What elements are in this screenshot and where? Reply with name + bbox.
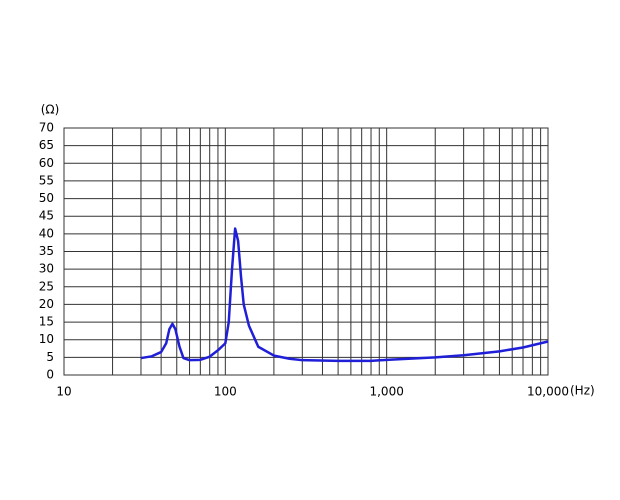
y-tick-label: 70	[39, 121, 54, 135]
y-tick-label: 35	[39, 244, 54, 258]
plot-frame	[63, 127, 549, 376]
y-tick-label: 5	[46, 350, 54, 364]
y-tick-label: 50	[39, 191, 54, 205]
y-tick-label: 30	[39, 262, 54, 276]
y-axis-label: (Ω)	[41, 103, 60, 117]
x-tick-label: 1,000	[369, 385, 403, 399]
y-tick-label: 15	[39, 315, 54, 329]
y-tick-label: 60	[39, 156, 54, 170]
y-tick-label: 25	[39, 279, 54, 293]
x-axis-label: (Hz)	[570, 384, 595, 398]
y-tick-label: 10	[39, 332, 54, 346]
y-tick-label: 45	[39, 209, 54, 223]
x-tick-label: 10,000	[527, 385, 569, 399]
y-tick-label: 55	[39, 173, 54, 187]
impedance-curve	[140, 227, 549, 363]
y-tick-label: 40	[39, 226, 54, 240]
y-tick-label: 65	[39, 138, 54, 152]
y-tick-label: 0	[46, 368, 54, 382]
x-tick-label: 100	[214, 385, 237, 399]
x-tick-label: 10	[56, 385, 71, 399]
y-tick-label: 20	[39, 297, 54, 311]
